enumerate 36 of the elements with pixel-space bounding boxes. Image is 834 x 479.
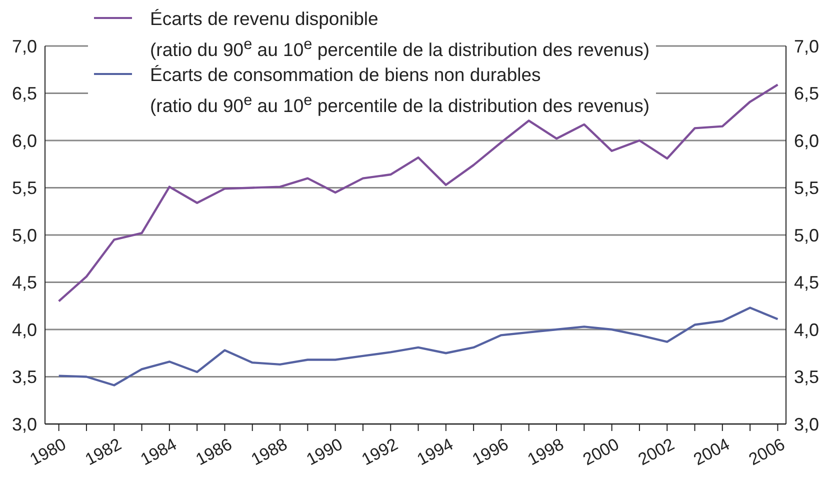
y2-tick-label: 7,0	[794, 36, 820, 56]
x-tick-label: 2006	[746, 434, 788, 470]
y2-tick-label: 4,5	[794, 272, 820, 293]
x-tick-label: 1988	[248, 434, 290, 470]
x-tick-label: 1984	[137, 434, 180, 470]
y2-tick-label: 6,5	[794, 84, 820, 104]
line-series	[58, 84, 779, 302]
y2-tick-label: 5,0	[794, 225, 820, 246]
y2-tick-label: 6,0	[794, 130, 820, 151]
y-tick-label: 6,5	[12, 84, 37, 104]
x-tick-label: 2004	[690, 434, 733, 470]
y-tick-label: 6,0	[12, 130, 37, 151]
y-tick-label: 4,0	[12, 320, 37, 340]
y2-tick-label: 4,0	[794, 320, 820, 340]
y-tick-label: 5,0	[12, 225, 37, 246]
y2-tick-label: 3,0	[794, 414, 820, 434]
y-tick-label: 5,5	[12, 178, 37, 198]
line-series	[58, 306, 779, 386]
x-tick-label: 1996	[469, 434, 512, 470]
x-tick-label: 1980	[26, 434, 70, 470]
x-tick-label: 2000	[580, 434, 622, 470]
x-tick-label: 2002	[635, 434, 678, 470]
y-tick-label: 7,0	[12, 36, 37, 56]
legend-label: Écarts de consommation de biens non durables (ratio du 90$^{e}$ au 10$^{e}$ percentile de la distribution des revenus)	[150, 63, 650, 118]
y2-tick-label: 5,5	[794, 178, 820, 198]
x-tick-label: 1998	[524, 434, 567, 470]
y-tick-label: 4,5	[12, 272, 37, 293]
x-tick-label: 1982	[82, 434, 124, 470]
y-tick-label: 3,5	[12, 367, 37, 388]
y-tick-label: 3,0	[12, 414, 37, 434]
x-tick-label: 1990	[303, 434, 346, 470]
x-tick-label: 1994	[414, 434, 456, 470]
y2-tick-label: 3,5	[794, 367, 820, 388]
x-tick-label: 1992	[358, 434, 401, 470]
legend-label: Écarts de revenu disponible (ratio du 90$^{e}$ au 10$^{e}$ percentile de la distribution des revenus)	[150, 7, 650, 62]
x-tick-label: 1986	[192, 434, 236, 470]
